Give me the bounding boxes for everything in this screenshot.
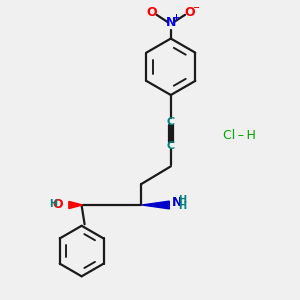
Text: −: − [192,3,199,12]
Text: N: N [166,16,176,29]
Text: H: H [50,199,58,209]
Text: H: H [178,195,186,205]
Polygon shape [69,201,82,208]
Polygon shape [142,201,169,209]
Text: O: O [146,6,157,19]
Text: C: C [167,117,175,127]
Text: H: H [178,202,186,212]
Text: +: + [172,13,179,22]
Text: C: C [167,140,175,151]
Text: N: N [172,196,183,209]
Text: O: O [185,6,195,19]
Text: Cl – H: Cl – H [223,129,256,142]
Text: O: O [52,198,63,211]
